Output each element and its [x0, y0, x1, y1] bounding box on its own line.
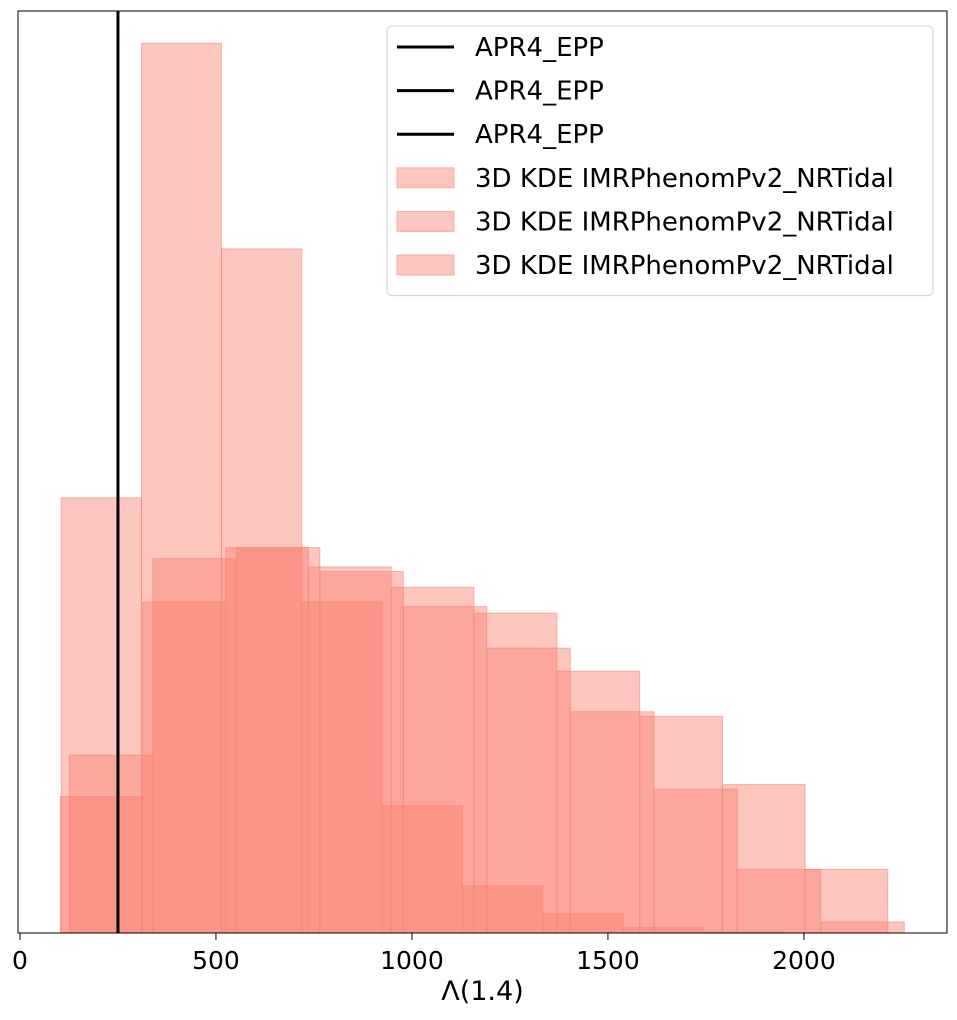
legend-frame [386, 25, 934, 297]
histogram-bar [307, 566, 392, 934]
histogram-series-3 [68, 547, 905, 934]
histogram-bar [142, 601, 227, 934]
legend-entry: 3D KDE IMRPhenomPv2_NRTidal [396, 251, 894, 281]
legend-entry: APR4_EPP [397, 33, 604, 63]
histogram-series-2 [59, 547, 889, 934]
histogram-bar [225, 547, 309, 934]
plot-area-frame [17, 10, 948, 934]
legend-label: 3D KDE IMRPhenomPv2_NRTidal [475, 164, 894, 194]
legend-label: APR4_EPP [475, 33, 604, 63]
histogram-bar [220, 248, 303, 934]
x-axis-label: Λ(1.4) [441, 976, 523, 1007]
histogram-bar [402, 606, 488, 934]
legend-label: APR4_EPP [475, 77, 604, 107]
legend: APR4_EPP APR4_EPP APR4_EPP 3D KDE IMRPhenom… [386, 25, 934, 297]
histogram-bar [653, 788, 738, 934]
x-tick-label: 500 [192, 946, 240, 975]
x-tick-label: 2000 [772, 946, 836, 975]
histogram-bars [59, 42, 905, 934]
histogram-bar [319, 571, 404, 934]
histogram-bar [68, 754, 154, 934]
x-axis-ticks: 0 500 1000 1500 2000 [12, 933, 836, 975]
legend-patch-swatch [396, 210, 455, 232]
histogram-bar [721, 784, 806, 934]
legend-patch-swatch [396, 254, 455, 276]
legend-entry: 3D KDE IMRPhenomPv2_NRTidal [396, 164, 894, 194]
histogram-bar [152, 558, 237, 934]
histogram-bar [60, 497, 142, 934]
histogram-bar [486, 647, 571, 934]
legend-entry: APR4_EPP [397, 77, 604, 107]
legend-patch-swatch [396, 167, 455, 189]
legend-label: 3D KDE IMRPhenomPv2_NRTidal [475, 251, 894, 281]
x-tick-label: 0 [12, 946, 28, 975]
histogram-bar [569, 711, 655, 934]
histogram-bar [473, 612, 558, 934]
legend-entry: APR4_EPP [397, 120, 604, 150]
histogram-bar [736, 868, 822, 934]
histogram-bar [235, 547, 321, 934]
x-tick-label: 1500 [576, 946, 640, 975]
legend-label: APR4_EPP [475, 120, 604, 150]
legend-entry: 3D KDE IMRPhenomPv2_NRTidal [396, 207, 894, 237]
histogram-bar [301, 601, 383, 934]
histogram-bar [140, 42, 222, 934]
histogram-series-1 [60, 42, 785, 934]
legend-label: 3D KDE IMRPhenomPv2_NRTidal [475, 207, 894, 237]
histogram-bar [820, 921, 905, 934]
x-tick-label: 1000 [380, 946, 444, 975]
